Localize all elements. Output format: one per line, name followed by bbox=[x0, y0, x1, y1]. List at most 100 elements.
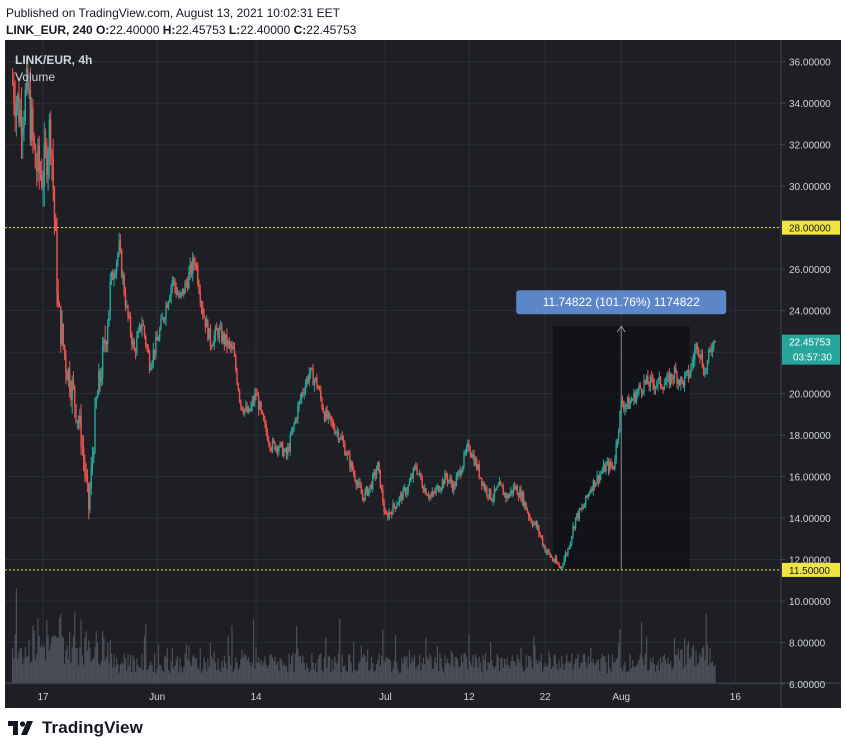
price-chart[interactable]: 36.00000 34.00000 32.00000 30.00000 28.00000… bbox=[5, 40, 841, 708]
volume-bar bbox=[465, 656, 468, 683]
volume-bar bbox=[398, 672, 400, 683]
candle-body bbox=[156, 337, 158, 341]
candle-body bbox=[30, 108, 33, 141]
volume-bar bbox=[358, 663, 360, 683]
candle-body bbox=[287, 447, 289, 456]
candle-body bbox=[279, 442, 281, 448]
volume-bar bbox=[306, 662, 308, 683]
chart-panel[interactable]: 36.00000 34.00000 32.00000 30.00000 28.00000… bbox=[5, 40, 841, 708]
candle-body bbox=[15, 103, 18, 117]
volume-bar bbox=[587, 656, 589, 683]
candle-body bbox=[202, 306, 204, 316]
volume-bar bbox=[268, 665, 270, 683]
candle-body bbox=[301, 392, 303, 399]
candle-body bbox=[685, 371, 687, 376]
candle-body bbox=[264, 420, 266, 424]
candle-body bbox=[418, 472, 421, 474]
volume-bar bbox=[159, 664, 161, 683]
candle-body bbox=[628, 397, 630, 409]
volume-bar bbox=[529, 656, 531, 683]
candle-body bbox=[612, 465, 615, 469]
candle-body bbox=[533, 523, 535, 526]
candle-body bbox=[22, 127, 24, 136]
volume-bar bbox=[165, 657, 167, 683]
candle-body bbox=[303, 392, 305, 394]
candle-body bbox=[27, 68, 29, 91]
volume-bar bbox=[255, 647, 257, 683]
time-tick-label: 12 bbox=[464, 692, 476, 703]
candle-body bbox=[145, 335, 147, 345]
candle-body bbox=[109, 281, 111, 311]
volume-bar bbox=[394, 635, 397, 683]
volume-bar bbox=[292, 653, 294, 683]
candle-body bbox=[133, 341, 136, 351]
candle-body bbox=[218, 328, 220, 338]
candle-body bbox=[266, 432, 269, 441]
candle-body bbox=[101, 346, 104, 379]
volume-bar bbox=[416, 666, 418, 683]
candle-body bbox=[495, 488, 497, 490]
volume-bar bbox=[142, 669, 144, 683]
candle-body bbox=[558, 564, 560, 567]
volume-bar bbox=[462, 662, 464, 683]
volume-bar bbox=[148, 664, 151, 683]
price-tick-label: 36.00000 bbox=[789, 58, 831, 69]
volume-bar bbox=[194, 658, 196, 683]
candle-body bbox=[657, 379, 659, 386]
volume-bar bbox=[363, 653, 365, 683]
candle-body bbox=[687, 369, 690, 378]
volume-bar bbox=[80, 619, 82, 683]
volume-bar bbox=[279, 658, 281, 683]
volume-bar bbox=[332, 669, 335, 683]
candle-body bbox=[89, 489, 91, 510]
candle-body bbox=[383, 502, 385, 512]
candle-body bbox=[335, 431, 337, 434]
volume-bar bbox=[473, 667, 475, 683]
price-tick-label: 6.00000 bbox=[789, 680, 826, 691]
candle-body bbox=[227, 340, 229, 347]
volume-bar bbox=[474, 654, 477, 683]
candle-body bbox=[295, 418, 298, 420]
candle-body bbox=[375, 470, 378, 477]
candle-body bbox=[306, 377, 308, 385]
candle-body bbox=[662, 388, 664, 390]
volume-bar bbox=[393, 660, 395, 683]
volume-bar bbox=[408, 649, 411, 683]
footer-brand[interactable]: TradingView bbox=[8, 718, 143, 738]
volume-bar bbox=[540, 653, 542, 683]
candle-body bbox=[412, 468, 414, 478]
volume-bar bbox=[526, 667, 529, 683]
candle-body bbox=[387, 513, 389, 519]
volume-bar bbox=[12, 648, 14, 683]
volume-bar bbox=[162, 672, 165, 683]
candle-body bbox=[197, 265, 199, 284]
candle-body bbox=[18, 94, 20, 124]
volume-bar bbox=[320, 653, 322, 683]
candle-body bbox=[42, 187, 44, 189]
volume-bar bbox=[607, 654, 610, 683]
volume-bar bbox=[226, 668, 228, 683]
candle-body bbox=[354, 474, 356, 481]
candle-body bbox=[483, 483, 485, 490]
price-tick-label: 12.00000 bbox=[789, 556, 831, 567]
candle-body bbox=[692, 359, 695, 363]
volume-bar bbox=[420, 670, 422, 683]
volume-bar bbox=[495, 665, 497, 683]
volume-bar bbox=[538, 659, 540, 683]
candle-body bbox=[322, 407, 324, 413]
volume-bar bbox=[193, 654, 195, 683]
volume-bar bbox=[213, 651, 215, 683]
candle-body bbox=[328, 412, 331, 416]
candle-body bbox=[606, 461, 608, 464]
candle-body bbox=[609, 461, 611, 471]
candle-body bbox=[294, 418, 297, 424]
volume-bar bbox=[496, 653, 498, 683]
candle-body bbox=[158, 329, 161, 340]
candle-body bbox=[245, 406, 247, 410]
candle-body bbox=[379, 469, 382, 489]
volume-bar bbox=[523, 672, 525, 683]
volume-bar bbox=[618, 643, 620, 683]
volume-bar bbox=[316, 672, 318, 683]
volume-bar bbox=[109, 640, 111, 683]
volume-bar bbox=[472, 654, 474, 683]
